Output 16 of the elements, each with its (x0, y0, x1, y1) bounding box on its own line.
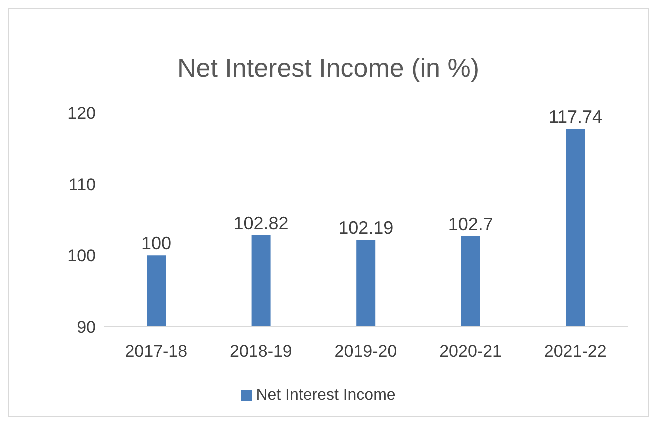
x-tick-label: 2019-20 (334, 342, 398, 362)
data-label: 117.74 (548, 107, 603, 128)
y-tick-label: 120 (68, 104, 96, 124)
data-label: 102.7 (448, 214, 494, 234)
x-tick-label: 2021-22 (544, 342, 607, 362)
x-tick-label: 2020-21 (440, 342, 502, 362)
legend-label: Net Interest Income (256, 387, 396, 404)
x-tick-label: 2017-18 (125, 342, 188, 362)
y-tick-label: 100 (68, 246, 96, 266)
data-label: 102.19 (338, 218, 394, 238)
data-label: 100 (141, 234, 172, 254)
chart-title: Net Interest Income (in %) (176, 52, 480, 85)
data-label: 102.82 (234, 214, 289, 234)
y-tick-label: 90 (77, 318, 96, 338)
x-tick-label: 2018-19 (230, 342, 292, 362)
y-tick-label: 110 (68, 175, 96, 194)
